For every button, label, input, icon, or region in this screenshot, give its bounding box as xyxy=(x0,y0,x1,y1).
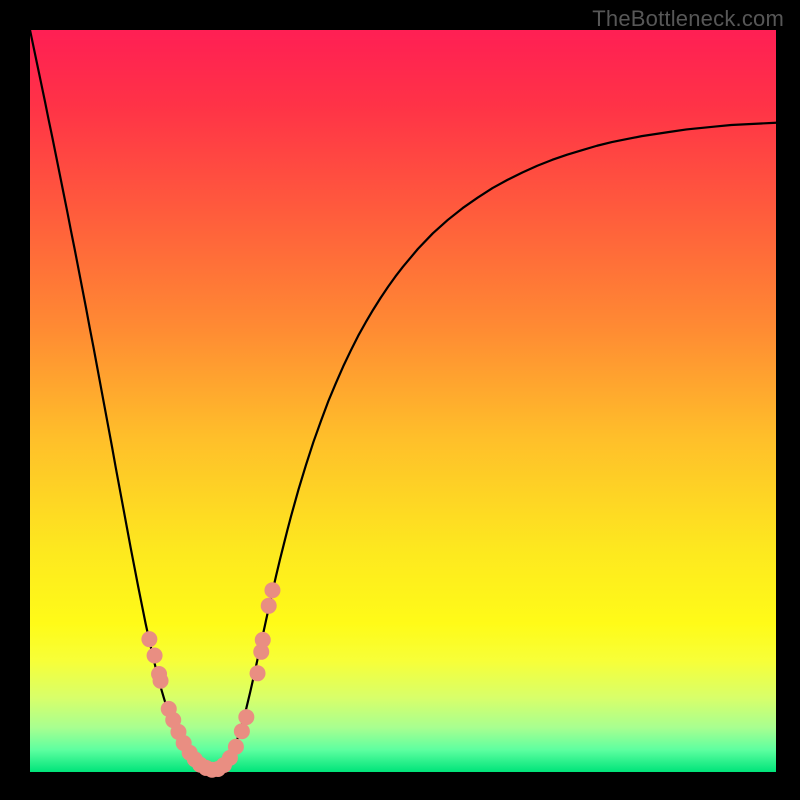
watermark-text: TheBottleneck.com xyxy=(592,6,784,32)
figure-root: TheBottleneck.com xyxy=(0,0,800,800)
gradient-background xyxy=(30,30,776,772)
